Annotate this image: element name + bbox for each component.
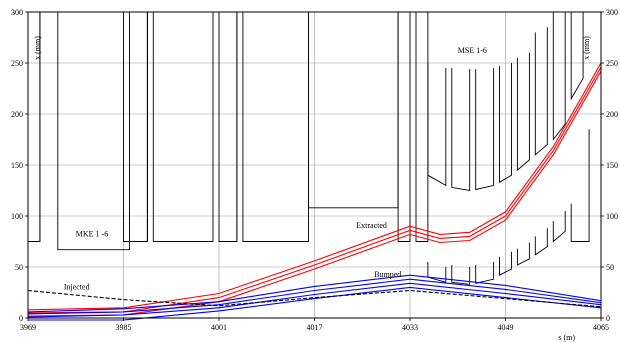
annotation-label: MSE 1-6 bbox=[458, 46, 487, 55]
aperture-outline bbox=[57, 12, 130, 251]
y2-tick-label: 100 bbox=[606, 212, 618, 221]
x-tick-label: 4017 bbox=[307, 323, 323, 332]
y-tick-label: 0 bbox=[19, 314, 23, 323]
annotation-label: MKE 1 -6 bbox=[76, 229, 108, 238]
aperture-outline bbox=[516, 52, 530, 172]
aperture-outline bbox=[451, 265, 471, 285]
y-tick-label: 200 bbox=[11, 110, 23, 119]
aperture-outline bbox=[570, 12, 584, 101]
aperture-outlines bbox=[27, 12, 590, 285]
series-line-extracted bbox=[27, 62, 602, 311]
y-tick-label: 300 bbox=[11, 8, 23, 17]
y2-tick-label: 300 bbox=[606, 8, 618, 17]
aperture-outline bbox=[308, 12, 399, 209]
y-tick-label: 250 bbox=[11, 59, 23, 68]
y-tick-label: 100 bbox=[11, 212, 23, 221]
y2-tick-label: 150 bbox=[606, 161, 618, 170]
x-axis-label: s (m) bbox=[558, 333, 575, 342]
grid-lines bbox=[28, 12, 601, 318]
y2-axis-label: x (mm) bbox=[582, 36, 591, 60]
annotations: MSE 1-6 MKE 1 -6 Extracted Bumped Injected bbox=[64, 46, 487, 292]
aperture-outline bbox=[218, 12, 238, 242]
series-line-bumped bbox=[27, 278, 602, 315]
aperture-outline bbox=[534, 228, 548, 256]
aperture-outline bbox=[516, 242, 530, 266]
aperture-outline bbox=[123, 12, 148, 242]
series-line-bumped bbox=[27, 282, 602, 318]
aperture-outline bbox=[451, 68, 471, 192]
series-line-bumped bbox=[27, 274, 602, 313]
x-tick-label: 4001 bbox=[211, 323, 227, 332]
aperture-outline bbox=[427, 63, 447, 187]
x-tick-label: 3985 bbox=[116, 323, 132, 332]
y-tick-label: 50 bbox=[15, 263, 23, 272]
annotation-label: Injected bbox=[64, 282, 90, 291]
aperture-outline bbox=[415, 12, 429, 242]
aperture-outline bbox=[397, 12, 411, 242]
y-axis-label: x (mm) bbox=[33, 36, 42, 60]
aperture-outline bbox=[552, 210, 566, 243]
aperture-outline bbox=[552, 12, 566, 141]
y2-tick-label: 50 bbox=[606, 263, 614, 272]
x-tick-label: 4033 bbox=[402, 323, 418, 332]
y2-tick-label: 200 bbox=[606, 110, 618, 119]
aperture-outline bbox=[499, 63, 512, 184]
annotation-label: Extracted bbox=[356, 221, 387, 230]
aperture-outline bbox=[475, 261, 495, 284]
aperture-outline bbox=[242, 12, 309, 242]
aperture-outline bbox=[570, 129, 590, 242]
aperture-outline bbox=[534, 27, 548, 156]
x-tick-label: 4049 bbox=[498, 323, 514, 332]
aperture-outline bbox=[152, 12, 214, 242]
x-tick-label: 4065 bbox=[593, 323, 609, 332]
y-tick-label: 150 bbox=[11, 161, 23, 170]
aperture-outline bbox=[427, 261, 447, 283]
aperture-outline bbox=[499, 251, 512, 276]
x-tick-label: 3969 bbox=[20, 323, 36, 332]
annotation-label: Bumped bbox=[374, 270, 401, 279]
aperture-outline bbox=[475, 68, 495, 191]
y2-tick-label: 250 bbox=[606, 59, 618, 68]
y2-tick-label: 0 bbox=[606, 314, 610, 323]
